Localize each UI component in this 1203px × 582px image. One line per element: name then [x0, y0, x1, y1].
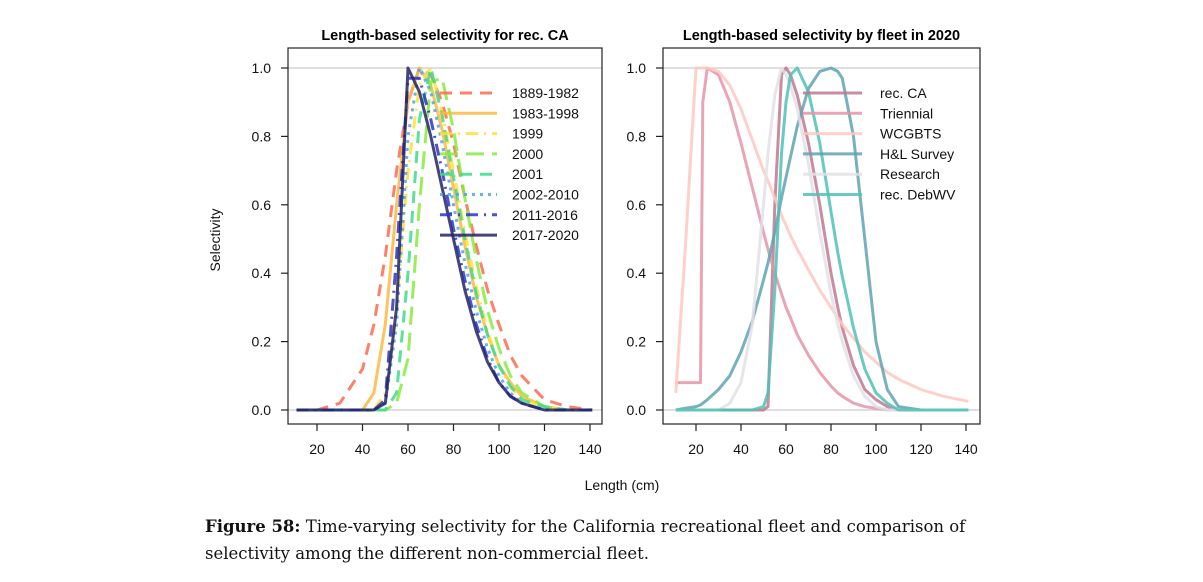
legend-label: 2001 [512, 166, 543, 182]
legend-label: Research [880, 166, 940, 182]
legend-label: 2002-2010 [512, 187, 579, 203]
y-tick-label: 0.2 [252, 334, 272, 350]
y-tick-label: 0.6 [627, 197, 647, 213]
series-line-h-l-survey [675, 66, 969, 412]
legend-label: 2011-2016 [512, 207, 578, 223]
x-tick-label: 40 [733, 441, 749, 457]
y-tick-label: 0.4 [627, 265, 647, 281]
x-tick-label: 20 [309, 441, 325, 457]
series-line-1983-1998 [296, 66, 593, 412]
legend-label: 1999 [512, 126, 543, 142]
y-tick-label: 0.0 [627, 402, 647, 418]
series-line-2000 [296, 76, 593, 412]
x-tick-label: 140 [578, 441, 602, 457]
y-tick-label: 1.0 [627, 60, 647, 76]
legend-label: WCGBTS [880, 126, 941, 142]
legend-label: Triennial [880, 105, 933, 121]
legend-label: 1889-1982 [512, 85, 579, 101]
legend-label: rec. DebWV [880, 187, 956, 203]
legend-label: 1983-1998 [512, 105, 579, 121]
x-tick-label: 120 [909, 441, 933, 457]
legend-label: rec. CA [880, 85, 927, 101]
series-line-wcgbts [674, 66, 969, 403]
x-axis-label: Length (cm) [585, 477, 660, 493]
x-tick-label: 20 [688, 441, 704, 457]
x-tick-label: 80 [823, 441, 839, 457]
y-tick-label: 0.2 [627, 334, 647, 350]
x-tick-label: 80 [446, 441, 462, 457]
y-tick-label: 0.4 [252, 265, 272, 281]
legend-label: H&L Survey [880, 146, 954, 162]
y-axis-label: Selectivity [207, 208, 223, 271]
y-tick-label: 0.8 [627, 128, 647, 144]
y-tick-label: 1.0 [252, 60, 272, 76]
series-line-rec-debwv [675, 66, 969, 412]
legend-label: 2017-2020 [512, 227, 579, 243]
x-tick-label: 140 [954, 441, 978, 457]
legend-label: 2000 [512, 146, 543, 162]
plot-frame-1 [662, 47, 981, 425]
x-tick-label: 60 [400, 441, 416, 457]
x-tick-label: 60 [778, 441, 794, 457]
plot-frame-0 [287, 47, 603, 425]
series-line-2011-2016 [296, 76, 593, 412]
series-line-2017-2020 [296, 66, 593, 412]
caption-text: Time-varying selectivity for the Califor… [205, 517, 966, 563]
y-tick-label: 0.0 [252, 402, 272, 418]
x-tick-label: 40 [355, 441, 371, 457]
series-line-1889-1982 [296, 66, 593, 412]
caption-label: Figure 58: [205, 517, 301, 536]
x-tick-label: 100 [487, 441, 511, 457]
y-tick-label: 0.6 [252, 197, 272, 213]
chart-title-0: Length-based selectivity for rec. CA [321, 28, 569, 44]
chart-title-1: Length-based selectivity by fleet in 202… [683, 28, 960, 44]
x-tick-label: 100 [864, 441, 888, 457]
x-tick-label: 120 [533, 441, 557, 457]
figure-caption: Figure 58: Time-varying selectivity for … [205, 513, 1025, 567]
y-tick-label: 0.8 [252, 128, 272, 144]
